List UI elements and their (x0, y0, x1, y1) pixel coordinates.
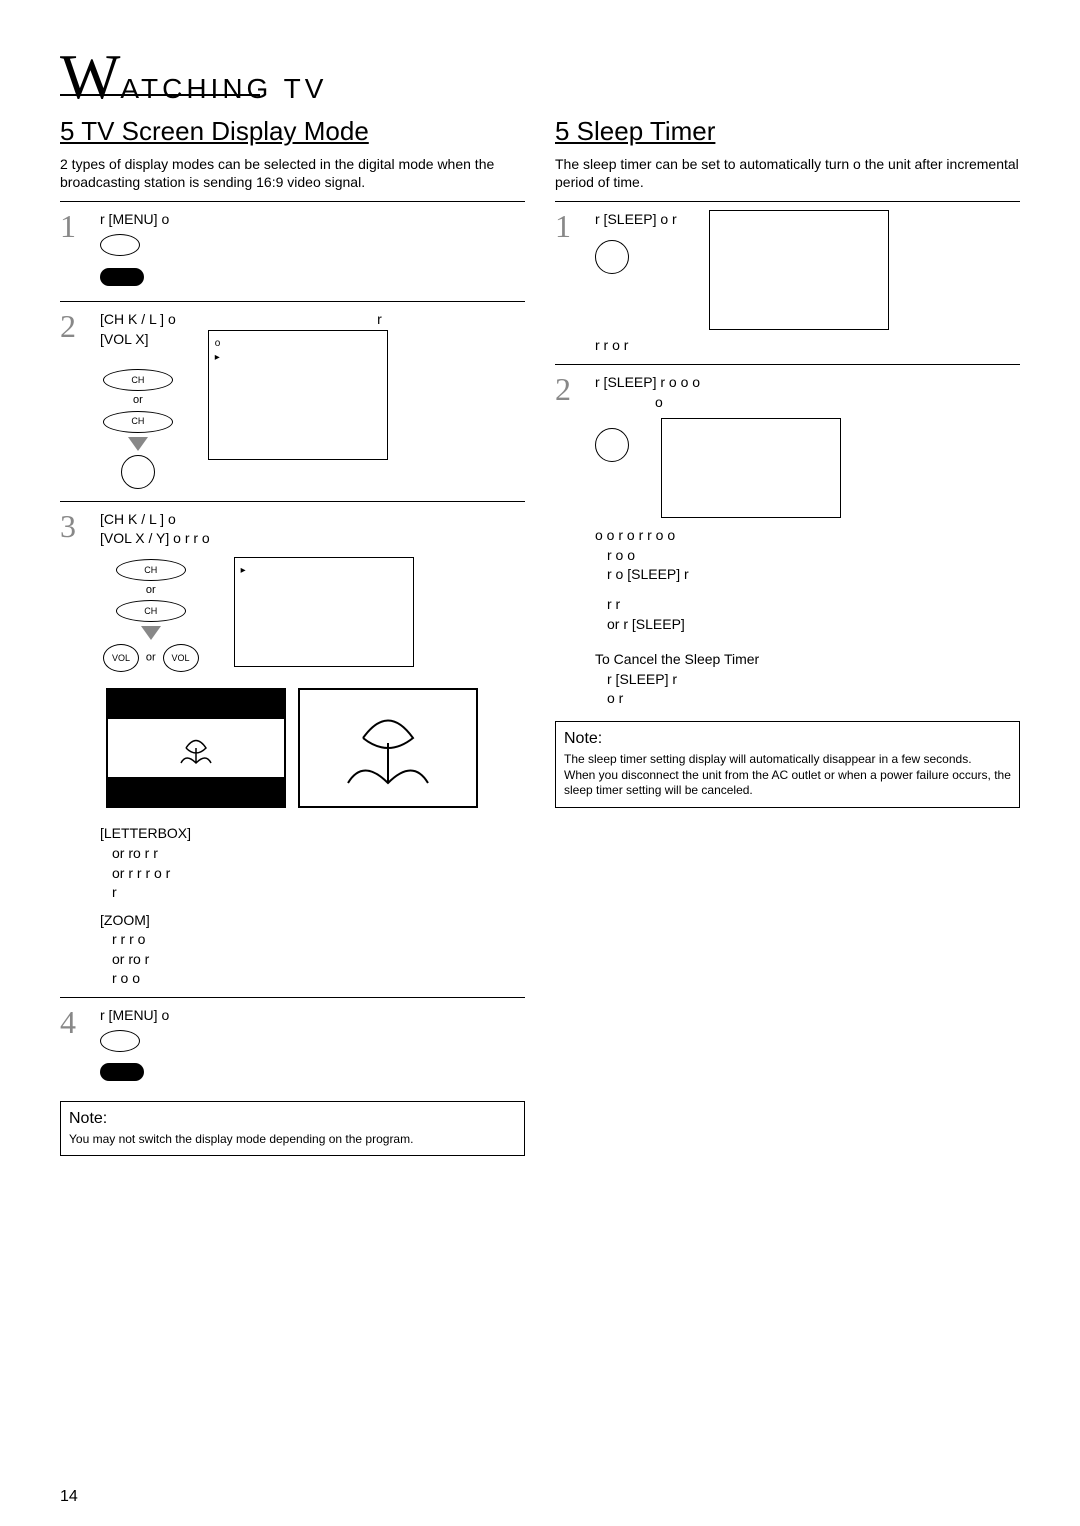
letterbox-title: [LETTERBOX] (100, 824, 525, 844)
screen-line: o (215, 337, 381, 351)
down-triangle-icon (141, 626, 161, 640)
rstep2-text2: o (655, 393, 1020, 413)
note-title: Note: (69, 1110, 516, 1128)
right-intro: The sleep timer can be set to automatica… (555, 155, 1020, 191)
page-number: 14 (60, 1488, 78, 1506)
left-column: 5 TV Screen Display Mode 2 types of disp… (60, 116, 525, 1156)
ch-button-icon: CH (116, 559, 186, 581)
chapter-big-letter: W (60, 40, 120, 114)
step-number: 3 (60, 510, 88, 542)
screen-rect: o ▸ (208, 330, 388, 460)
ch-button-icon: CH (103, 411, 173, 433)
letterbox-l1: or ro r r (112, 844, 525, 864)
rstep2-after4: r r (607, 595, 1020, 615)
step-number: 4 (60, 1006, 88, 1038)
step2-line2: [VOL X] (100, 330, 176, 350)
step-number: 1 (60, 210, 88, 242)
rstep1-caption: r r o r (595, 336, 1020, 356)
letterbox-l2: or r r r o r (112, 864, 525, 884)
rstep1-text: r [SLEEP] o r (595, 210, 677, 230)
note-text: You may not switch the display mode depe… (69, 1132, 516, 1148)
button-oval-icon (100, 234, 140, 256)
step2-line1: [CH K / L ] o (100, 310, 176, 330)
small-button-icon (121, 455, 155, 489)
step-number: 2 (555, 373, 583, 405)
rstep2-after5: or r [SLEEP] (607, 615, 1020, 635)
vol-button-icon: VOL (163, 644, 199, 672)
right-heading: 5 Sleep Timer (555, 116, 1020, 147)
zoom-title: [ZOOM] (100, 911, 525, 931)
rstep2-after1: o o r o r r o o (595, 526, 1020, 546)
zoom-illustration (298, 688, 478, 808)
button-pill-icon (100, 268, 144, 286)
right-step-2: 2 r [SLEEP] r o o o o o o r o r r o o r … (555, 364, 1020, 709)
button-pill-icon (100, 1063, 144, 1081)
or-label: or (100, 393, 176, 408)
note-title: Note: (564, 730, 1011, 748)
caret-icon: ▸ (241, 564, 407, 578)
or-label: or (100, 583, 202, 598)
right-column: 5 Sleep Timer The sleep timer can be set… (555, 116, 1020, 1156)
right-step-1: 1 r [SLEEP] o r r r o r (555, 201, 1020, 356)
cancel-l1: r [SLEEP] r (607, 670, 1020, 690)
left-intro: 2 types of display modes can be selected… (60, 155, 525, 191)
screen-rect: ▸ (234, 557, 414, 667)
flower-icon (166, 728, 226, 768)
step3-line2: [VOL X / Y] o r r o (100, 529, 525, 549)
caret-icon: ▸ (215, 351, 381, 365)
step-number: 1 (555, 210, 583, 242)
left-heading: 5 TV Screen Display Mode (60, 116, 525, 147)
letterbox-illustration (106, 688, 286, 808)
chapter-title: WATCHING TV (60, 40, 1020, 114)
cancel-title: To Cancel the Sleep Timer (595, 650, 1020, 670)
or-label: or (146, 652, 156, 664)
vol-button-icon: VOL (103, 644, 139, 672)
ch-button-icon: CH (116, 600, 186, 622)
step1-text: r [MENU] o (100, 211, 169, 227)
step4-text: r [MENU] o (100, 1007, 169, 1023)
cancel-l2: o r (607, 689, 1020, 709)
note-text2: When you disconnect the unit from the AC… (564, 768, 1011, 799)
chapter-rest: ATCHING TV (120, 73, 327, 104)
step-number: 2 (60, 310, 88, 342)
small-button-icon (595, 240, 629, 274)
left-step-3: 3 [CH K / L ] o [VOL X / Y] o r r o CH o… (60, 501, 525, 989)
left-step-2: 2 [CH K / L ] o [VOL X] CH or CH r (60, 301, 525, 493)
small-button-icon (595, 428, 629, 462)
step3-line1: [CH K / L ] o (100, 510, 525, 530)
zoom-l2: or ro r (112, 950, 525, 970)
flower-icon (328, 703, 448, 793)
rstep2-text: r [SLEEP] r o o o (595, 373, 1020, 393)
button-oval-icon (100, 1030, 140, 1052)
left-step-1: 1 r [MENU] o (60, 201, 525, 293)
left-step-4: 4 r [MENU] o (60, 997, 525, 1089)
letterbox-l3: r (112, 883, 525, 903)
zoom-l1: r r r o (112, 930, 525, 950)
screen-rect (709, 210, 889, 330)
note-text1: The sleep timer setting display will aut… (564, 752, 1011, 768)
ch-button-icon: CH (103, 369, 173, 391)
rstep2-after3: r o [SLEEP] r (607, 565, 1020, 585)
right-note: Note: The sleep timer setting display wi… (555, 721, 1020, 808)
rstep2-after2: r o o (607, 546, 1020, 566)
screen-rect (661, 418, 841, 518)
down-triangle-icon (128, 437, 148, 451)
left-note: Note: You may not switch the display mod… (60, 1101, 525, 1157)
zoom-l3: r o o (112, 969, 525, 989)
